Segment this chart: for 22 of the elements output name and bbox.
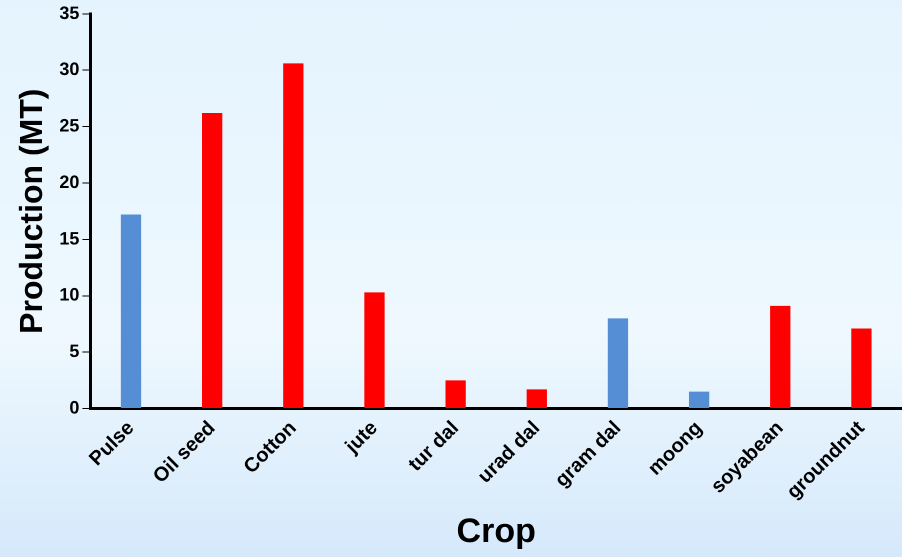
bar bbox=[445, 380, 466, 408]
y-tick-label: 10 bbox=[59, 284, 80, 305]
y-tick-label: 30 bbox=[59, 59, 80, 80]
bar bbox=[608, 318, 628, 408]
x-tick-label: tur dal bbox=[404, 416, 464, 476]
bar bbox=[364, 292, 385, 408]
y-tick-label: 20 bbox=[59, 172, 80, 192]
bar bbox=[688, 392, 710, 408]
bar bbox=[120, 214, 142, 408]
x-tick-label: jute bbox=[340, 416, 382, 458]
y-tick-label: 15 bbox=[59, 228, 80, 248]
y-axis-title: Production (MT) bbox=[13, 88, 50, 334]
bar bbox=[851, 328, 872, 408]
x-axis-title: Crop bbox=[456, 512, 536, 550]
bar bbox=[283, 63, 304, 408]
y-tick-label: 5 bbox=[69, 341, 80, 362]
y-tick-label: 35 bbox=[59, 2, 80, 23]
y-tick-label: 0 bbox=[69, 398, 80, 418]
bar bbox=[770, 306, 790, 408]
bar bbox=[202, 113, 222, 408]
y-tick-label: 25 bbox=[59, 116, 80, 136]
bar bbox=[526, 389, 547, 408]
